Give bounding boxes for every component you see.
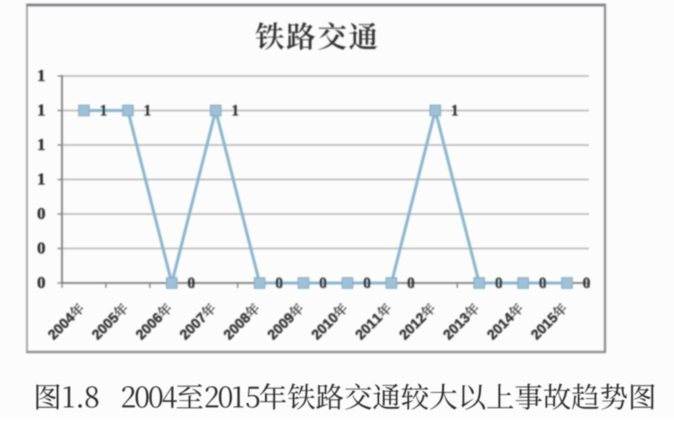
svg-text:1: 1 bbox=[100, 103, 108, 120]
svg-text:1: 1 bbox=[37, 66, 46, 85]
svg-text:0: 0 bbox=[495, 275, 503, 292]
svg-text:0: 0 bbox=[407, 275, 415, 292]
svg-text:0: 0 bbox=[319, 275, 327, 292]
svg-text:1: 1 bbox=[144, 103, 152, 120]
svg-text:0: 0 bbox=[583, 275, 591, 292]
svg-text:1: 1 bbox=[37, 169, 46, 188]
svg-text:0: 0 bbox=[539, 275, 547, 292]
svg-text:0: 0 bbox=[37, 204, 46, 223]
svg-text:0: 0 bbox=[363, 275, 371, 292]
svg-text:1: 1 bbox=[231, 103, 239, 120]
svg-text:1: 1 bbox=[37, 100, 46, 119]
svg-text:0: 0 bbox=[37, 273, 46, 292]
svg-text:1: 1 bbox=[451, 103, 459, 120]
svg-text:0: 0 bbox=[187, 275, 195, 292]
svg-text:0: 0 bbox=[37, 238, 46, 257]
svg-text:1: 1 bbox=[37, 135, 46, 154]
svg-text:0: 0 bbox=[275, 275, 283, 292]
